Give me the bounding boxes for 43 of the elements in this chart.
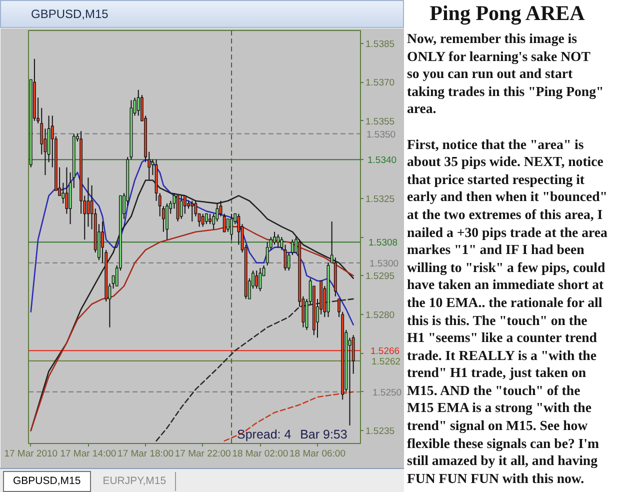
candlestick	[276, 234, 280, 248]
candlestick	[230, 213, 233, 240]
ref-line-label: 1.5300	[370, 258, 399, 270]
candlestick	[180, 195, 183, 220]
candlestick	[255, 270, 258, 290]
y-tick-label: 1.5235	[366, 426, 395, 438]
text: Now, remember this image is ONLY for learning's sake NOT so you can run out and start taking trades in this "Ping Pong" area.	[407, 30, 605, 118]
ref-line-label: 1.5340	[368, 155, 397, 166]
candlestick	[204, 213, 208, 225]
x-tick-label: 18 Mar 02:00	[232, 448, 288, 460]
y-tick-label: 1.5370	[366, 78, 395, 89]
text: GBPUSD,M15	[3, 471, 91, 492]
x-tick-label: 17 Mar 22:00	[174, 448, 231, 460]
y-tick-label: 1.5325	[366, 194, 395, 205]
x-tick-label: 17 Mar 14:00	[60, 448, 116, 460]
y-tick-label: 1.5355	[366, 116, 395, 128]
candlestick	[190, 200, 194, 222]
ref-line-label: 1.5250	[372, 387, 402, 398]
chart-title: GBPUSD,M15	[31, 6, 108, 23]
x-tick-label: 17 Mar 18:00	[118, 448, 174, 460]
line-series	[224, 391, 354, 442]
y-tick-label: 1.5295	[366, 271, 395, 282]
text: EURJPY,M15	[94, 472, 176, 491]
text: Ping Pong AREA	[428, 0, 586, 26]
ref-line-label: 1.5350	[366, 129, 396, 140]
y-tick-label: 1.5385	[366, 38, 395, 50]
candlestick	[166, 202, 168, 240]
candlestick	[280, 236, 284, 250]
ref-line-label: 1.5266	[370, 346, 400, 358]
y-tick-label: 1.5280	[366, 310, 395, 321]
x-tick-label: 18 Mar 06:00	[290, 448, 346, 460]
text: First, notice that the "area" is about 35 pips wide. NEXT, notice that price started respecting it early and then when it "bounced" at the two extremes of this area, I nailed a +30 pips trade at the area markes "1" and IF I had been willing to "risk" a few pips, could have taken an immediate short at the 10 EMA.. the rationale for all this is this. The "touch" on the H1 "seems" like a counter trend trade. It REALLY is a "with the trend" H1 trade, just taken on M15. AND the "touch" of the M15 EMA is a strong "with the trend" signal on M15. See how flexible these signals can be? I'm still amazed by it all, and having FUN FUN FUN with this now.	[407, 136, 608, 486]
line-series	[30, 158, 354, 326]
ref-line-label: 1.5262	[372, 356, 401, 368]
candlestick	[258, 267, 262, 292]
x-tick-label: 17 Mar 2010	[4, 448, 58, 460]
annotation: Bar 9:53	[300, 428, 348, 442]
ref-line-label: 1.5308	[368, 238, 398, 249]
line-series	[156, 298, 354, 442]
candlestick	[226, 218, 230, 232]
candlestick	[208, 213, 212, 225]
candlestick	[201, 213, 204, 228]
annotation: Spread: 4	[236, 428, 292, 442]
